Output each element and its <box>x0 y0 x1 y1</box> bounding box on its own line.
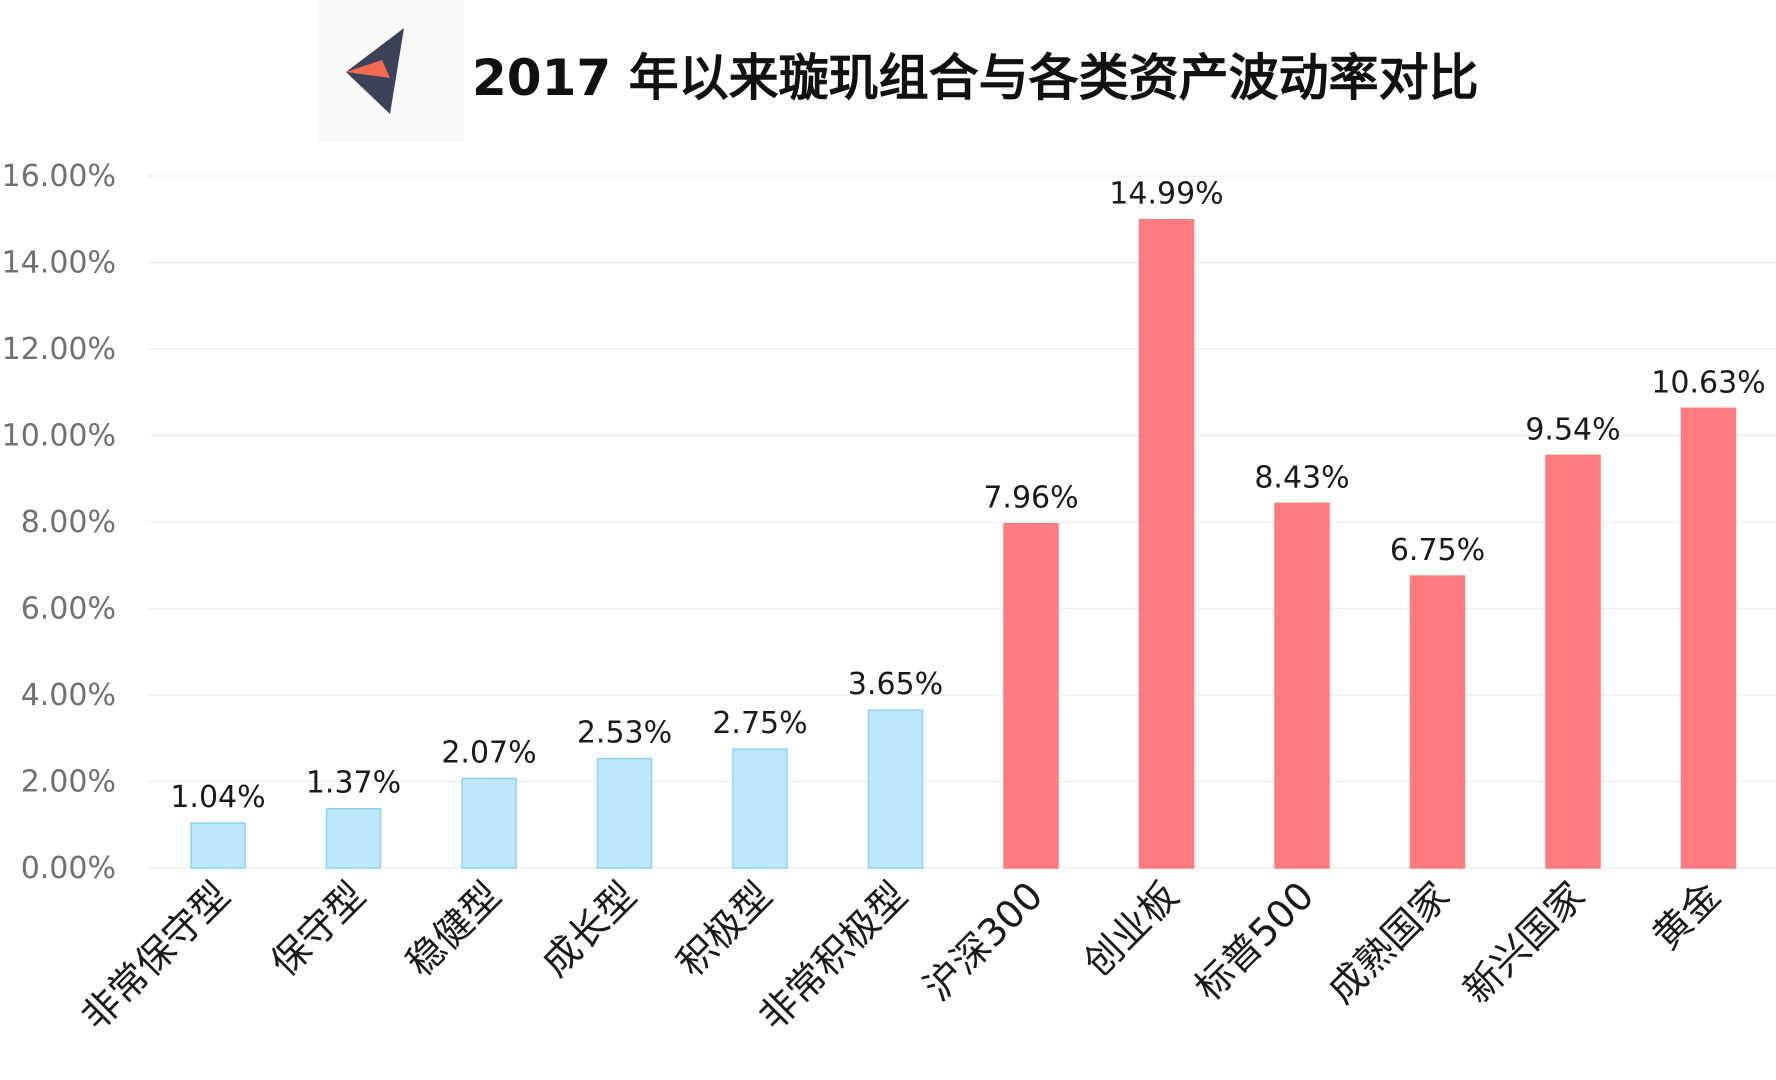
data-label: 9.54% <box>1525 412 1620 447</box>
x-tick-label: 非常积极型 <box>750 873 915 1038</box>
bar <box>732 748 788 869</box>
arrow-navigation-icon <box>346 28 404 114</box>
x-tick-label: 新兴国家 <box>1455 873 1594 1012</box>
y-tick-label: 14.00% <box>2 246 116 281</box>
bar <box>1409 575 1466 869</box>
bar <box>1138 218 1195 869</box>
data-label: 10.63% <box>1651 365 1765 400</box>
data-label: 14.99% <box>1109 177 1223 212</box>
bar <box>1680 407 1737 869</box>
bar <box>1003 522 1059 869</box>
logo <box>318 0 464 142</box>
bar <box>325 807 382 869</box>
x-tick-label: 稳健型 <box>398 873 510 985</box>
data-label: 1.04% <box>170 780 265 815</box>
bar <box>867 709 924 869</box>
x-tick-label: 沪深300 <box>915 873 1051 1009</box>
data-label: 7.96% <box>983 481 1078 516</box>
bar <box>1274 502 1330 869</box>
y-tick-label: 2.00% <box>21 765 116 800</box>
x-tick-label: 成熟国家 <box>1319 873 1458 1012</box>
data-label: 2.75% <box>712 706 807 741</box>
x-tick-label: 非常保守型 <box>73 873 238 1038</box>
data-label: 6.75% <box>1390 533 1485 568</box>
y-tick-label: 4.00% <box>21 678 116 713</box>
y-tick-label: 16.00% <box>2 159 116 194</box>
y-tick-label: 12.00% <box>2 332 116 367</box>
bar <box>1545 454 1601 869</box>
data-label: 2.53% <box>577 716 672 751</box>
bar <box>461 777 517 869</box>
y-tick-label: 6.00% <box>21 592 116 627</box>
y-tick-label: 8.00% <box>21 505 116 540</box>
x-tick-label: 成长型 <box>533 873 645 985</box>
data-label: 3.65% <box>848 667 943 702</box>
x-tick-label: 积极型 <box>669 873 781 985</box>
bar <box>596 757 653 869</box>
x-tick-label: 黄金 <box>1644 873 1729 958</box>
x-tick-label: 创业板 <box>1075 873 1187 985</box>
x-tick-label: 保守型 <box>262 873 374 985</box>
bar <box>190 822 246 869</box>
x-tick-label: 标普500 <box>1186 873 1322 1009</box>
data-label: 8.43% <box>1254 460 1349 495</box>
chart-title: 2017 年以来璇玑组合与各类资产波动率对比 <box>472 49 1479 107</box>
data-label: 1.37% <box>306 766 401 801</box>
y-tick-label: 10.00% <box>2 419 116 454</box>
y-tick-label: 0.00% <box>21 851 116 886</box>
chart-header: 2017 年以来璇玑组合与各类资产波动率对比 <box>318 0 1558 142</box>
data-label: 2.07% <box>441 735 536 770</box>
